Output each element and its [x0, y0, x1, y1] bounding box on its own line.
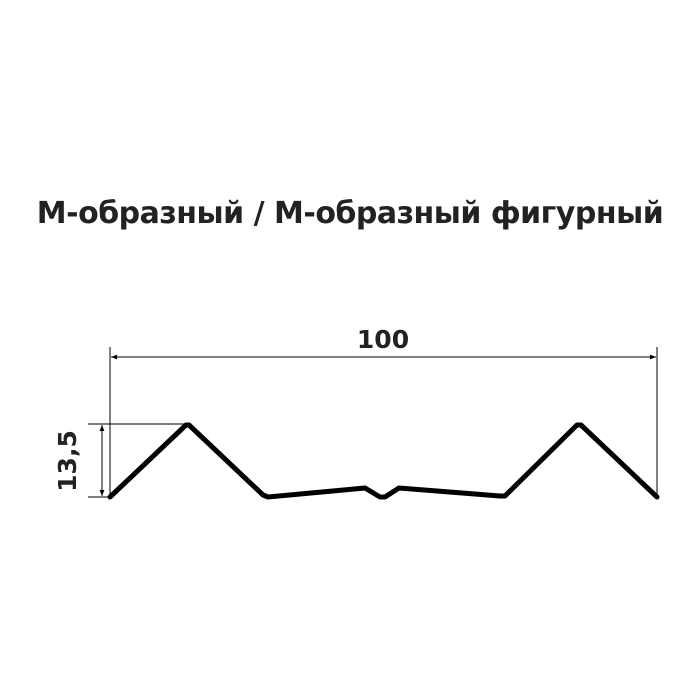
profile-outline [107, 422, 660, 500]
height-label: 13,5 [53, 430, 82, 492]
width-dimension: 100 [109, 325, 658, 497]
width-label: 100 [357, 325, 409, 354]
height-dimension: 13,5 [53, 423, 187, 498]
diagram-title: М-образный / М-образный фигурный [36, 196, 664, 231]
